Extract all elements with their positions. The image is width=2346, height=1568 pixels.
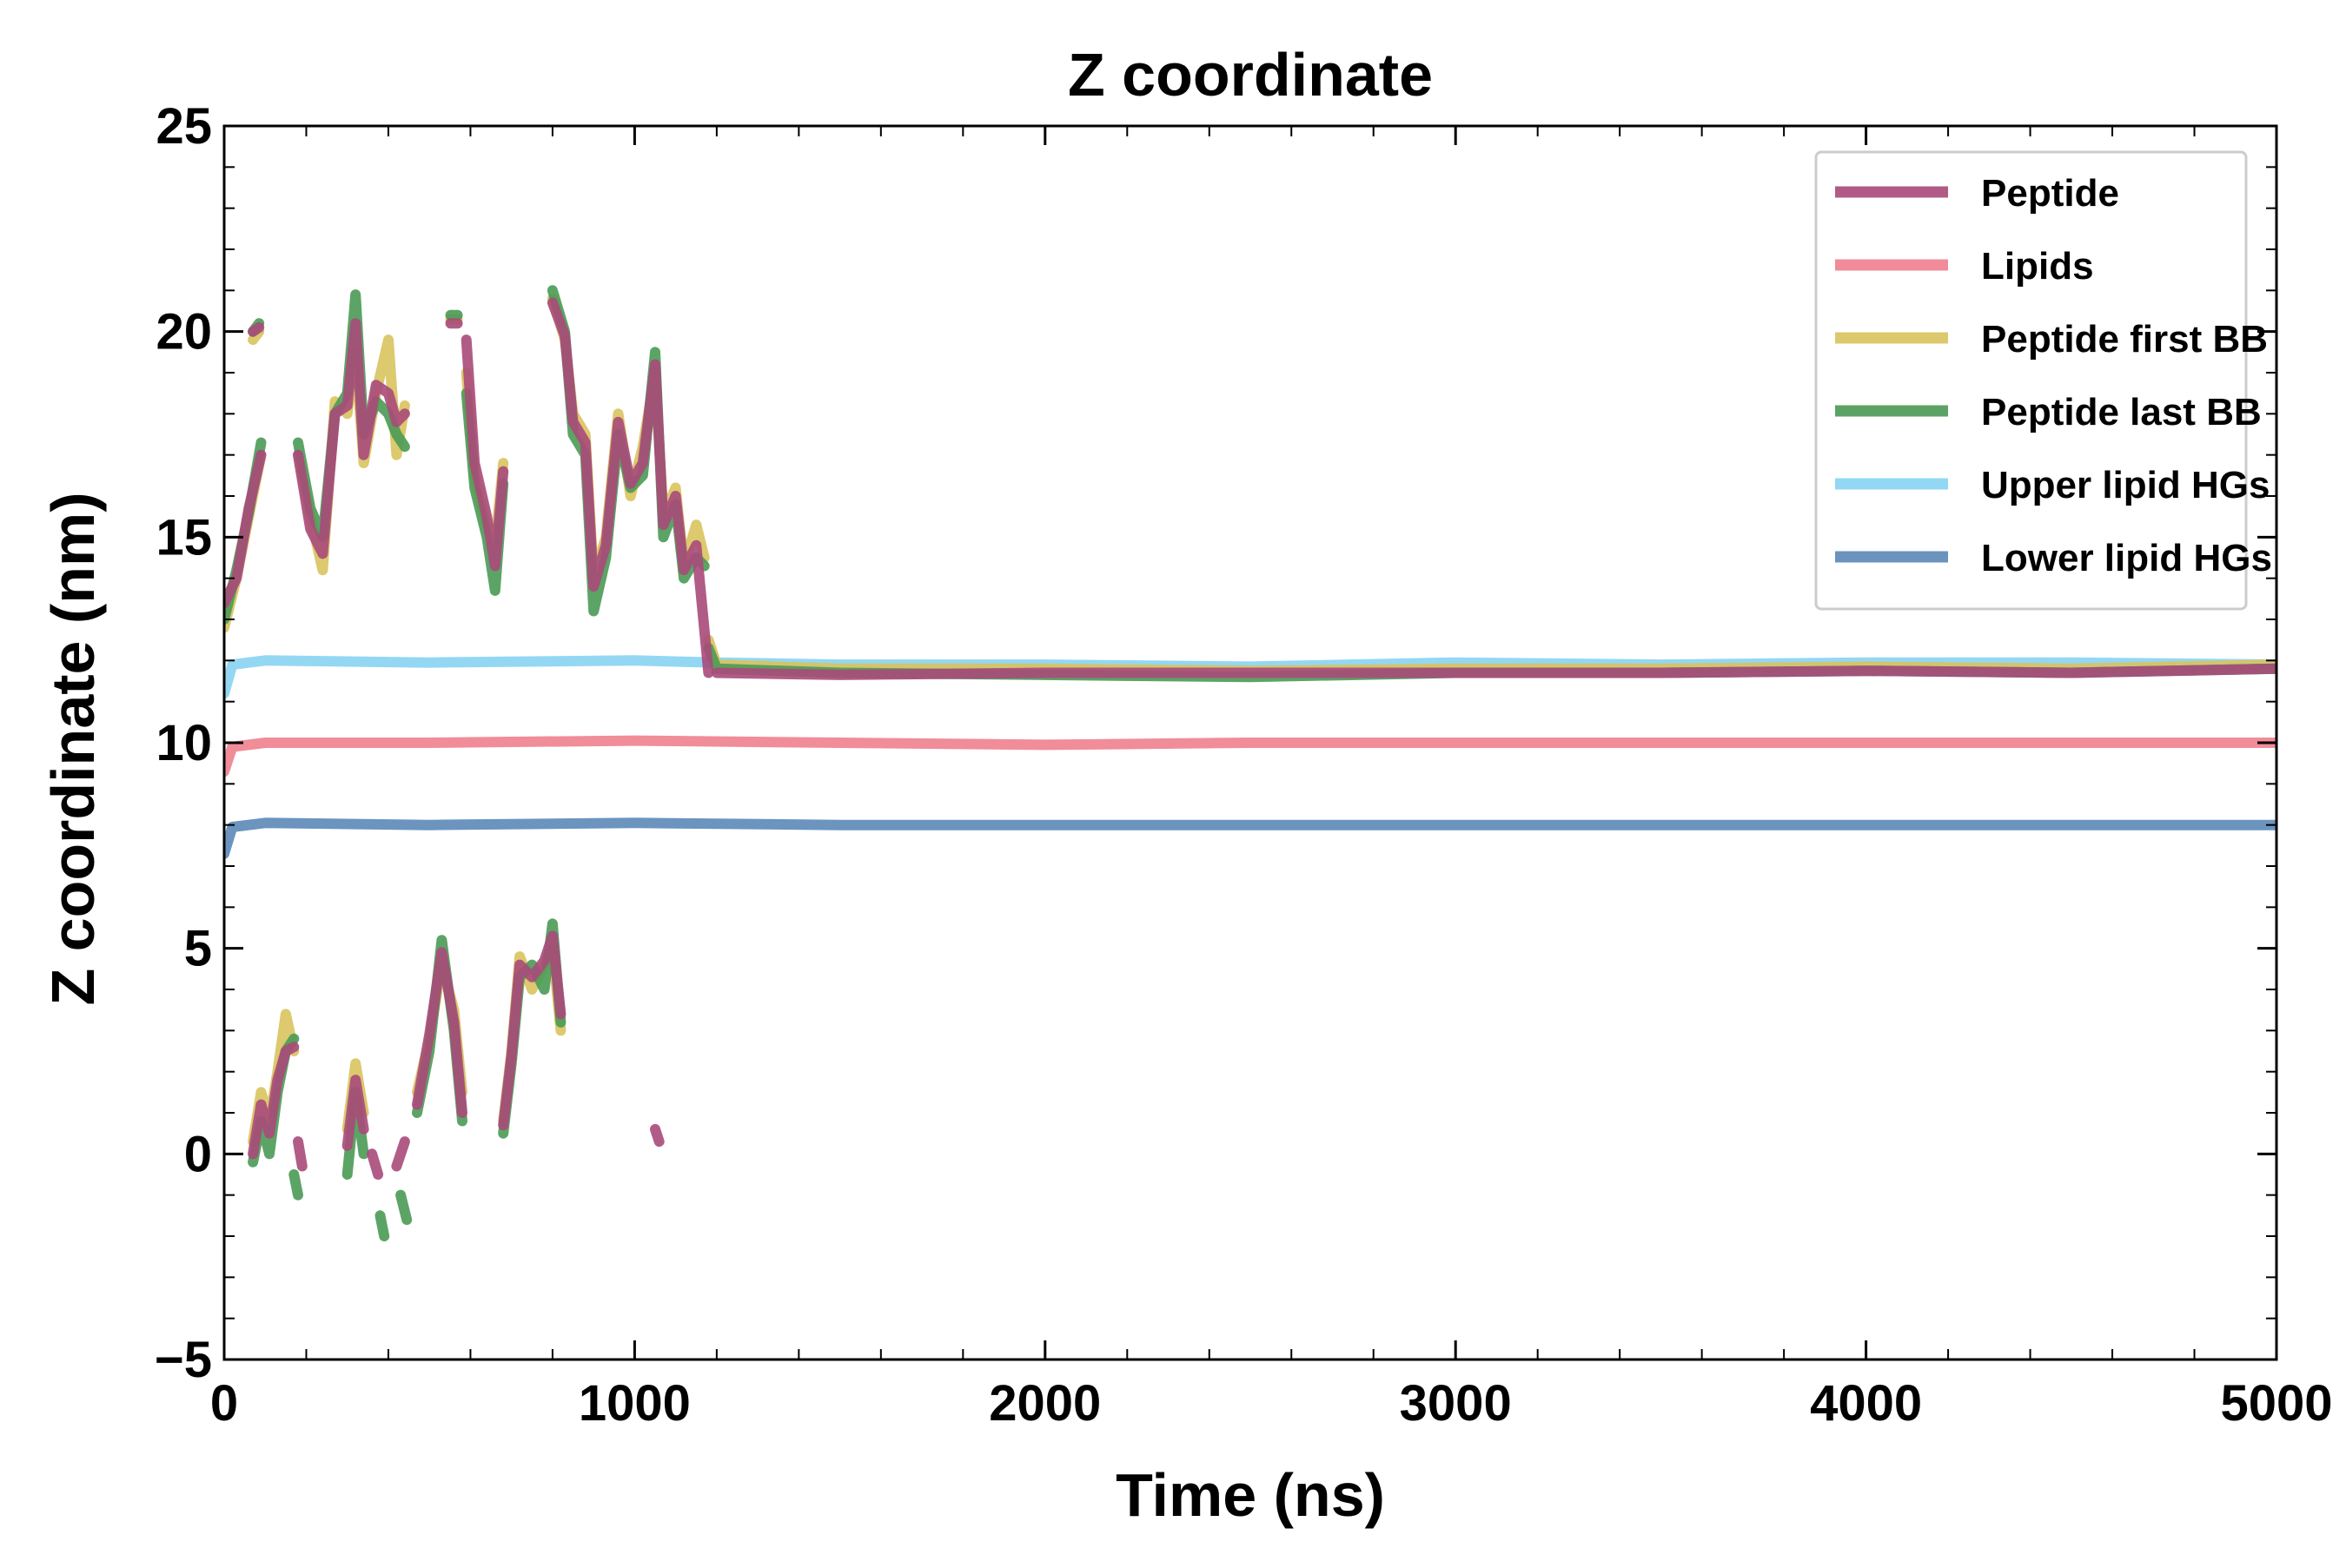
y-tick-label: 10 [156, 715, 212, 771]
legend: Peptide Lipids Peptide first BB Peptide las… [1814, 150, 2272, 611]
y-axis-label: Z coordinate (nm) [39, 492, 107, 1005]
series-line-segment [412, 947, 467, 1118]
series-line-segment [391, 1136, 410, 1172]
series-line-segment [703, 634, 2276, 677]
y-tick-label: 15 [156, 509, 212, 566]
legend-label: Upper lipid HGs [1981, 464, 2270, 506]
legend-label: Lipids [1981, 245, 2094, 288]
series-layer [224, 285, 2276, 1241]
series-lower-lipid-hgs [224, 817, 2276, 859]
series-line-segment [461, 334, 509, 572]
x-axis-label: Time (ns) [1116, 1461, 1385, 1529]
series-line-segment [248, 321, 265, 337]
x-tick-label: 1000 [579, 1375, 691, 1432]
x-tick-label: 2000 [989, 1375, 1101, 1432]
legend-label: Lower lipid HGs [1981, 537, 2272, 579]
series-peptide [224, 297, 2276, 1180]
series-line-segment [248, 1042, 300, 1160]
legend-label: Peptide last BB [1981, 391, 2262, 433]
x-tick-label: 0 [210, 1375, 238, 1432]
series-line-segment [395, 1189, 413, 1226]
y-tick-label: 0 [184, 1126, 212, 1182]
series-line-segment [224, 735, 2276, 777]
series-line-segment [224, 449, 267, 609]
series-line-segment [374, 1210, 390, 1241]
chart-title: Z coordinate [1068, 41, 1433, 109]
series-line-segment [498, 930, 567, 1131]
series-line-segment [293, 1136, 308, 1172]
series-line-segment [341, 1075, 369, 1151]
series-line-segment [650, 1123, 665, 1148]
series-line-segment [288, 1169, 303, 1201]
series-line-segment [293, 318, 410, 559]
x-tick-label: 3000 [1400, 1375, 1512, 1432]
y-tick-label: 20 [156, 304, 212, 361]
legend-label: Peptide first BB [1981, 318, 2268, 361]
series-line-segment [367, 1148, 384, 1180]
legend-label: Peptide [1981, 172, 2119, 215]
series-line-segment [547, 297, 714, 678]
y-tick-label: 5 [184, 921, 212, 977]
x-tick-label: 5000 [2220, 1375, 2332, 1432]
y-tick-label: 25 [156, 98, 212, 155]
y-tick-label: −5 [155, 1332, 212, 1388]
x-tick-label: 4000 [1810, 1375, 1922, 1432]
series-line-segment [224, 817, 2276, 859]
series-line-segment [711, 663, 2276, 680]
series-lipids [224, 735, 2276, 777]
